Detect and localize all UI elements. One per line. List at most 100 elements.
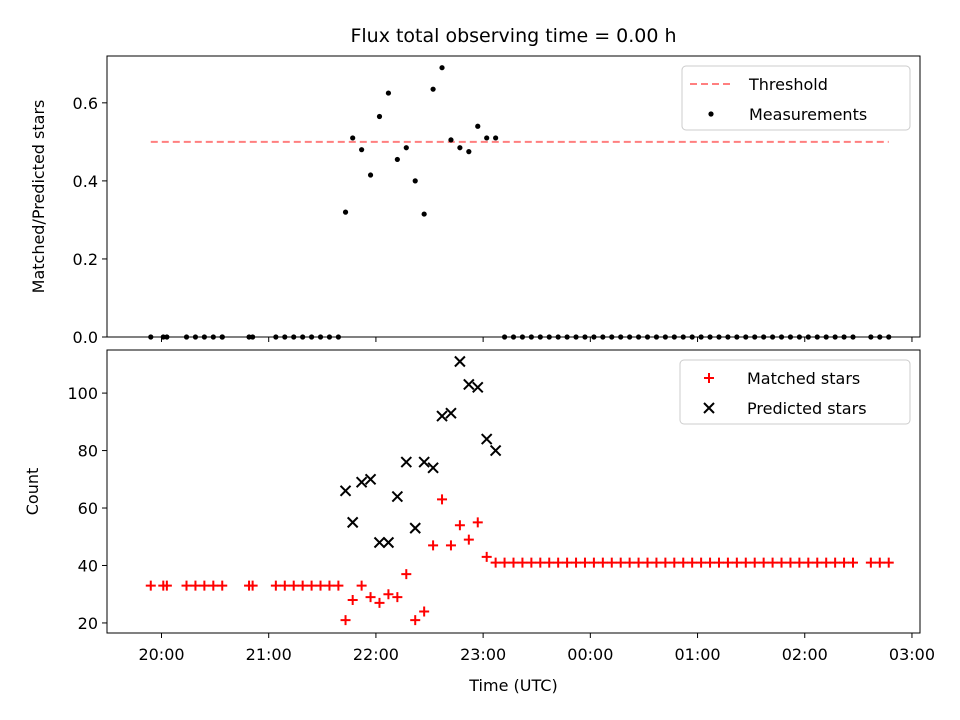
data-point xyxy=(832,334,838,340)
data-point xyxy=(373,536,386,549)
data-point xyxy=(615,557,626,568)
data-point xyxy=(850,334,856,340)
data-point xyxy=(484,135,490,141)
data-point xyxy=(392,592,403,603)
data-point xyxy=(409,522,421,534)
data-point xyxy=(401,569,412,580)
data-point xyxy=(359,147,365,153)
data-point xyxy=(571,557,582,568)
data-point xyxy=(546,334,552,340)
data-point xyxy=(591,334,597,340)
legend-swatch xyxy=(708,111,714,117)
x-tick-label: 01:00 xyxy=(674,645,720,664)
data-point xyxy=(519,334,526,340)
data-point xyxy=(385,90,392,96)
data-point xyxy=(383,589,394,600)
data-point xyxy=(418,456,430,468)
data-point xyxy=(340,615,351,626)
data-point xyxy=(847,557,858,568)
x-tick-label: 02:00 xyxy=(782,645,828,664)
data-point xyxy=(669,557,680,568)
data-point xyxy=(376,113,383,120)
data-point xyxy=(356,580,367,591)
data-point xyxy=(347,594,358,605)
data-point xyxy=(445,407,457,419)
y-tick-label: 60 xyxy=(78,499,98,518)
data-point xyxy=(297,580,308,591)
data-point xyxy=(662,334,668,340)
series-matched-stars xyxy=(145,494,894,626)
x-tick-label: 00:00 xyxy=(567,645,613,664)
legend-label: Predicted stars xyxy=(747,399,867,418)
data-point xyxy=(749,557,760,568)
data-point xyxy=(400,456,412,468)
data-point xyxy=(689,334,695,340)
data-point xyxy=(210,334,216,340)
data-point xyxy=(148,334,154,340)
data-point xyxy=(761,334,767,340)
data-point xyxy=(490,557,501,568)
data-point xyxy=(526,557,537,568)
data-point xyxy=(814,334,820,340)
data-point xyxy=(528,334,534,340)
data-point xyxy=(279,580,290,591)
data-point xyxy=(579,557,590,568)
legend-label: Matched stars xyxy=(747,369,860,388)
data-point xyxy=(618,334,624,340)
data-point xyxy=(472,381,484,394)
data-point xyxy=(635,334,642,340)
data-point xyxy=(250,334,256,340)
data-point xyxy=(391,490,404,503)
data-point xyxy=(794,557,805,568)
x-tick-label: 23:00 xyxy=(460,645,506,664)
data-point xyxy=(624,557,635,568)
y-axis-label: Matched/Predicted stars xyxy=(29,100,48,294)
data-point xyxy=(752,334,758,340)
data-point xyxy=(448,137,454,143)
data-point xyxy=(365,592,376,603)
data-point xyxy=(877,334,883,340)
data-point xyxy=(653,334,660,340)
data-point xyxy=(743,334,749,340)
data-point xyxy=(787,334,794,340)
data-point xyxy=(758,557,769,568)
data-point xyxy=(219,334,225,340)
data-point xyxy=(326,334,333,340)
data-point xyxy=(300,334,306,340)
data-point xyxy=(145,580,156,591)
data-point xyxy=(535,557,546,568)
data-point xyxy=(475,123,481,129)
data-point xyxy=(247,580,258,591)
data-point xyxy=(339,485,352,497)
data-point xyxy=(190,580,201,591)
bottom-panel: 20 40 60 80 100 20:00 21:00 22:00 23:00 00:00 01:0… xyxy=(23,349,935,695)
data-point xyxy=(606,557,617,568)
data-point xyxy=(564,334,570,340)
data-point xyxy=(183,334,190,340)
legend-label: Measurements xyxy=(749,105,867,124)
data-point xyxy=(291,334,297,340)
data-point xyxy=(609,334,615,340)
data-point xyxy=(270,580,281,591)
data-point xyxy=(421,211,427,217)
data-point xyxy=(346,516,359,529)
data-point xyxy=(282,334,288,340)
data-point xyxy=(716,334,722,340)
data-point xyxy=(600,334,606,340)
x-tick-label: 21:00 xyxy=(246,645,292,664)
data-point xyxy=(403,145,409,151)
data-point xyxy=(181,580,192,591)
data-point xyxy=(367,172,374,178)
data-point xyxy=(874,557,885,568)
data-point xyxy=(463,534,474,545)
data-point xyxy=(457,145,463,151)
x-axis-label: Time (UTC) xyxy=(468,676,557,695)
y-tick-label: 0.0 xyxy=(73,328,98,347)
data-point xyxy=(480,433,493,445)
data-point xyxy=(734,334,740,340)
data-point xyxy=(355,476,368,488)
data-point xyxy=(544,557,555,568)
data-point xyxy=(427,462,439,474)
data-point xyxy=(678,557,689,568)
